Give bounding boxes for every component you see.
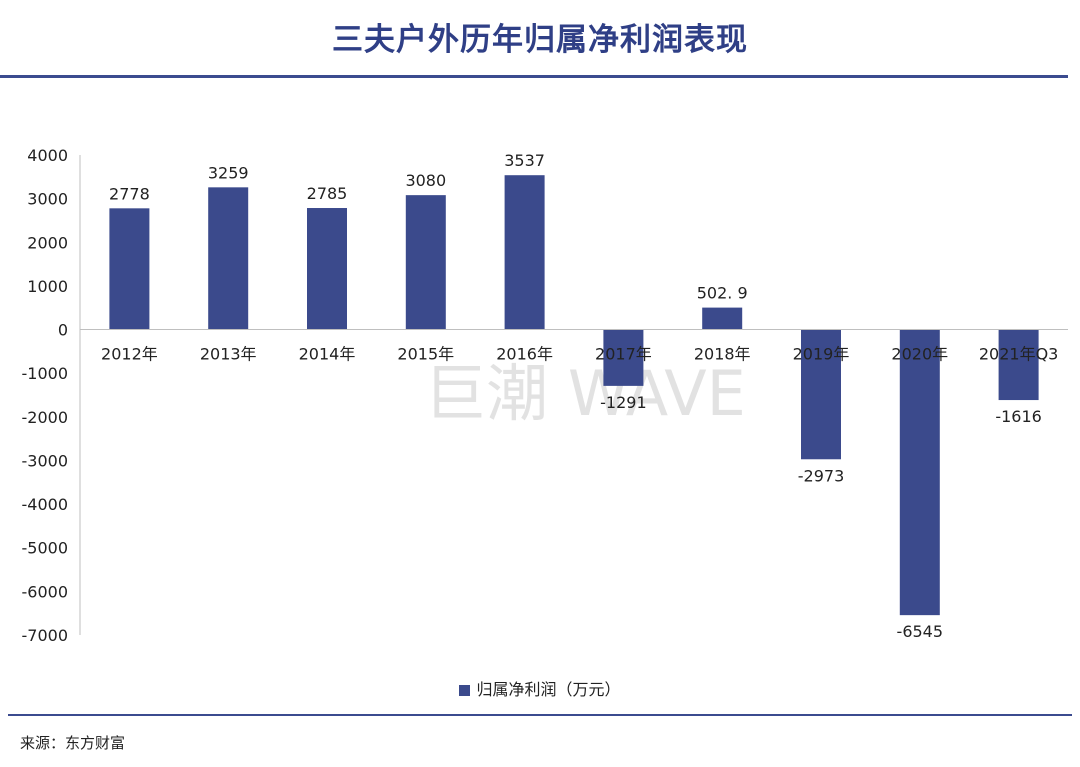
x-tick-label: 2015年: [397, 345, 454, 364]
bar-2014年: [307, 208, 347, 330]
watermark: 巨潮 WAVE: [424, 357, 746, 430]
x-tick-label: 2021年Q3: [979, 345, 1059, 364]
data-label: 2785: [307, 184, 348, 203]
x-tick-label: 2014年: [299, 345, 356, 364]
bar-2017年: [603, 329, 644, 386]
y-tick-label: -6000: [22, 582, 69, 601]
y-tick-label: 4000: [27, 146, 68, 165]
data-label: 502. 9: [697, 284, 748, 303]
y-tick-label: 1000: [27, 277, 68, 296]
bar-chart: 巨潮 WAVE 4000 3000 2000 1000 0 -1000 -2000 -3000…: [22, 146, 1068, 645]
y-axis: 4000 3000 2000 1000 0 -1000 -2000 -3000 -4000 -50…: [22, 146, 81, 645]
legend: 归属净利润（万元）: [0, 676, 1080, 700]
bars: [109, 175, 1039, 616]
y-tick-label: -1000: [22, 364, 69, 383]
bar-2012年: [109, 208, 150, 330]
legend-swatch: [459, 685, 471, 696]
y-tick-label: -3000: [22, 451, 69, 470]
y-tick-label: 2000: [27, 233, 68, 252]
data-labels: 2778 3259 2785 3080 3537 -1291 502. 9 -2973 -654…: [109, 151, 1042, 641]
data-label: -1616: [995, 407, 1042, 426]
x-tick-label: 2019年: [793, 345, 850, 364]
data-label: 3080: [405, 171, 446, 190]
data-label: 2778: [109, 184, 150, 203]
y-tick-label: 0: [58, 321, 68, 340]
bar-2016年: [504, 175, 545, 330]
x-axis: 2012年 2013年 2014年 2015年 2016年 2017年 2018年 2019年…: [80, 329, 1068, 364]
x-tick-label: 2020年: [891, 345, 948, 364]
bar-2013年: [208, 187, 249, 330]
x-tick-label: 2013年: [200, 345, 257, 364]
bar-2015年: [405, 195, 446, 330]
source-note: 来源：东方财富: [20, 734, 126, 752]
bar-2021年Q3: [998, 329, 1039, 401]
bar-2020年: [899, 329, 940, 616]
data-label: 3537: [504, 151, 545, 170]
legend-label: 归属净利润（万元）: [476, 680, 621, 699]
chart-title: 三夫户外历年归属净利润表现: [332, 22, 748, 58]
data-label: -2973: [798, 466, 845, 485]
y-tick-label: -4000: [22, 495, 69, 514]
footer-divider: [8, 714, 1072, 716]
bar-2019年: [801, 329, 841, 460]
data-label: -1291: [600, 393, 647, 412]
y-tick-label: -2000: [22, 408, 69, 427]
title-divider: [0, 75, 1068, 78]
data-label: 3259: [208, 163, 249, 182]
data-label: -6545: [897, 622, 944, 641]
y-tick-label: -7000: [22, 626, 69, 645]
x-tick-label: 2016年: [496, 345, 553, 364]
y-tick-label: 3000: [27, 190, 68, 209]
x-tick-label: 2012年: [101, 345, 158, 364]
bar-2018年: [702, 307, 743, 330]
y-tick-label: -5000: [22, 539, 69, 558]
x-tick-label: 2018年: [694, 345, 751, 364]
x-tick-label: 2017年: [595, 345, 652, 364]
